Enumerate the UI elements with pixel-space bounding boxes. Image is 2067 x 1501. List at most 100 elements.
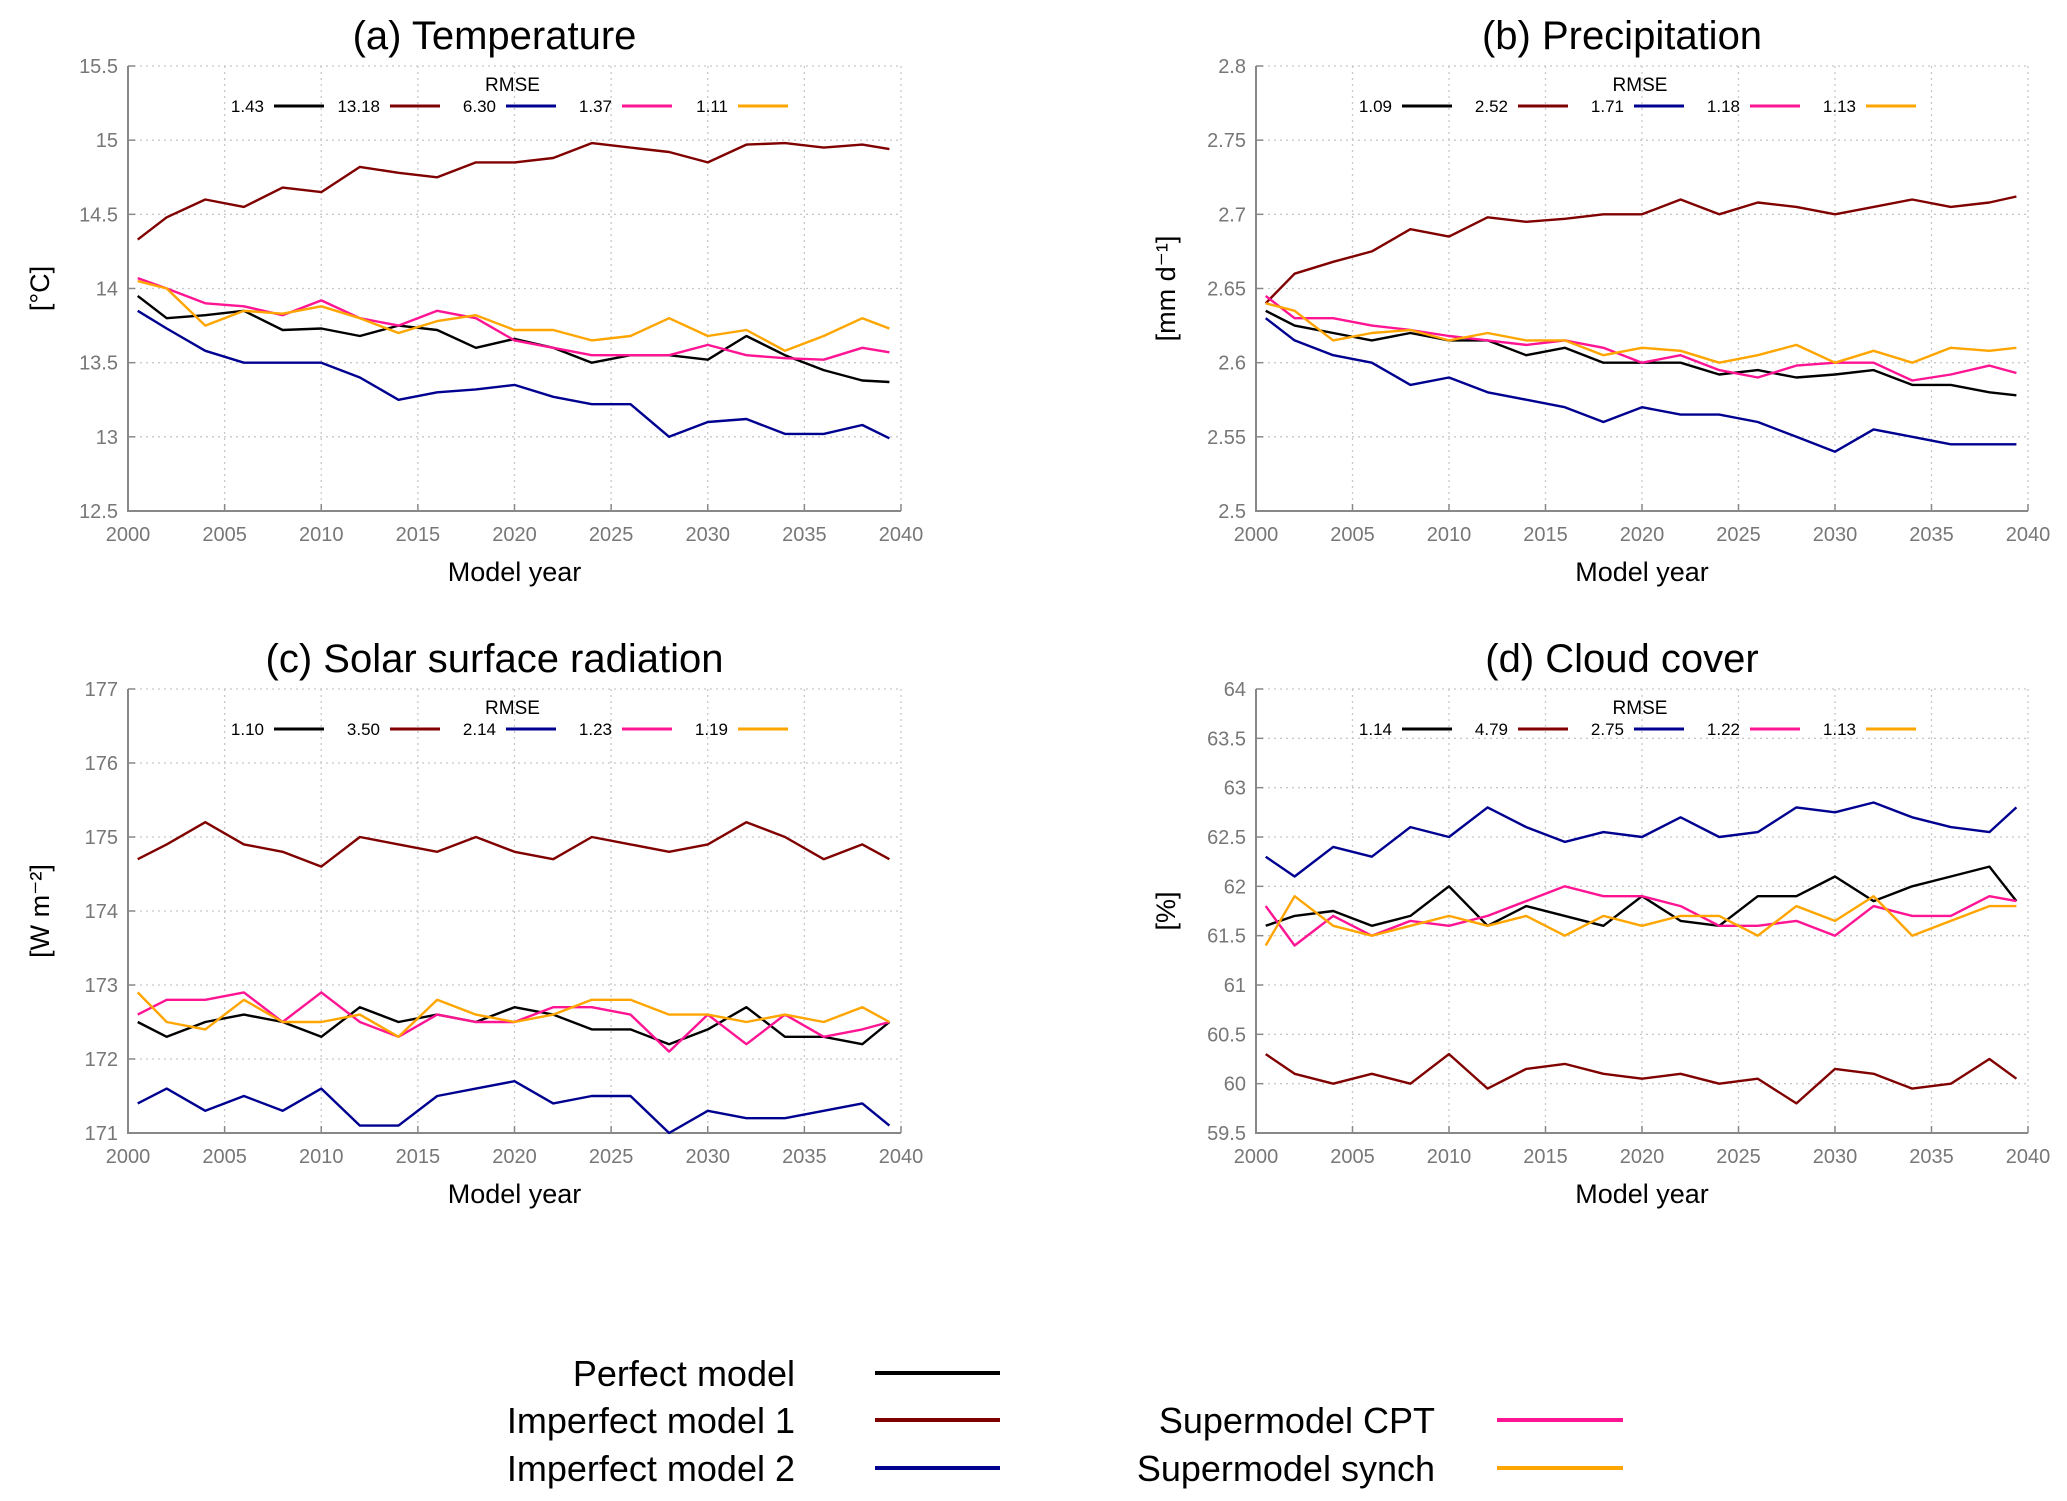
y-tick-label: 63 [1224, 778, 1246, 800]
x-tick-label: 2040 [2006, 524, 2051, 546]
x-tick-label: 2015 [396, 1146, 441, 1168]
figure-legend: Perfect model Imperfect model 1 Imperfec… [507, 1353, 1623, 1489]
rmse-value-supermodel-cpt: 1.18 [1707, 97, 1740, 116]
series-line-supermodel-cpt [137, 276, 890, 361]
rmse-value-perfect-model: 1.09 [1359, 97, 1392, 116]
series-line-imperfect-model-2 [1264, 317, 2017, 453]
x-tick-label: 2025 [1716, 524, 1761, 546]
rmse-value-imperfect-model-1: 4.79 [1475, 720, 1508, 739]
axes [1255, 689, 2028, 1134]
x-axis-label: Model year [448, 1179, 582, 1209]
y-tick-label: 2.65 [1207, 279, 1246, 301]
x-tick-label: 2025 [589, 1146, 634, 1168]
rmse-value-imperfect-model-2: 2.14 [463, 720, 496, 739]
axes [127, 66, 901, 512]
x-tick-label: 2000 [1234, 524, 1279, 546]
x-tick-label: 2040 [2006, 1146, 2051, 1168]
rmse-legend-title: RMSE [1613, 698, 1668, 719]
chart-title: (d) Cloud cover [1485, 637, 1758, 681]
y-tick-label: 176 [85, 753, 118, 775]
series-line-perfect-model [1265, 309, 2017, 397]
x-tick-label: 2000 [106, 1146, 151, 1168]
y-axis-label: [°C] [25, 266, 55, 311]
x-tick-label: 2030 [686, 1146, 731, 1168]
y-axis-label: [mm d⁻¹] [1151, 236, 1181, 342]
rmse-value-supermodel-synch: 1.13 [1823, 720, 1856, 739]
y-tick-label: 14 [96, 279, 118, 301]
rmse-value-imperfect-model-1: 13.18 [337, 97, 380, 116]
x-tick-label: 2005 [1330, 1146, 1375, 1168]
y-tick-label: 177 [85, 679, 118, 701]
y-tick-label: 60.5 [1207, 1024, 1246, 1046]
y-tick-label: 14.5 [79, 204, 118, 226]
x-axis-label: Model year [1575, 1179, 1709, 1209]
y-tick-label: 12.5 [79, 501, 118, 523]
rmse-value-perfect-model: 1.43 [231, 97, 264, 116]
x-tick-label: 2015 [1523, 524, 1568, 546]
rmse-legend-title: RMSE [485, 698, 540, 719]
series-line-supermodel-synch [136, 991, 890, 1039]
panels: 2000 2005 2010 2015 2020 2025 2030 2035 2040 12.5… [25, 14, 2050, 1209]
rmse-value-imperfect-model-2: 2.75 [1591, 720, 1624, 739]
x-tick-label: 2005 [1330, 524, 1375, 546]
x-tick-label: 2035 [1909, 1146, 1954, 1168]
x-tick-label: 2000 [106, 524, 151, 546]
x-tick-label: 2025 [589, 524, 634, 546]
x-tick-label: 2025 [1716, 1146, 1761, 1168]
x-tick-label: 2035 [782, 524, 827, 546]
y-tick-label: 2.55 [1207, 427, 1246, 449]
rmse-value-imperfect-model-1: 3.50 [347, 720, 380, 739]
x-tick-label: 2010 [299, 524, 344, 546]
x-tick-label: 2040 [879, 1146, 924, 1168]
x-tick-label: 2030 [686, 524, 731, 546]
series-line-perfect-model [137, 1006, 891, 1046]
x-tick-label: 2020 [1620, 524, 1665, 546]
y-tick-label: 173 [85, 975, 118, 997]
y-tick-label: 62.5 [1207, 827, 1246, 849]
y-tick-label: 172 [85, 1049, 118, 1071]
x-tick-label: 2020 [1620, 1146, 1665, 1168]
series-line-imperfect-model-1 [1264, 195, 2017, 305]
y-tick-label: 2.75 [1207, 130, 1246, 152]
x-tick-label: 2035 [782, 1146, 827, 1168]
series-line-imperfect-model-1 [137, 821, 890, 868]
rmse-value-supermodel-cpt: 1.23 [579, 720, 612, 739]
y-tick-label: 15.5 [79, 56, 118, 78]
rmse-legend-title: RMSE [485, 75, 540, 96]
y-tick-label: 174 [85, 901, 118, 923]
x-tick-label: 2030 [1813, 524, 1858, 546]
rmse-value-supermodel-cpt: 1.37 [579, 97, 612, 116]
x-tick-label: 2040 [879, 524, 924, 546]
series-line-perfect-model [136, 294, 890, 384]
x-tick-label: 2005 [202, 1146, 247, 1168]
x-tick-label: 2020 [492, 524, 537, 546]
series-line-imperfect-model-2 [137, 309, 890, 440]
y-tick-label: 63.5 [1207, 728, 1246, 750]
y-axis-label: [%] [1151, 891, 1181, 930]
rmse-value-perfect-model: 1.10 [231, 720, 264, 739]
y-tick-label: 13 [96, 427, 118, 449]
rmse-value-supermodel-synch: 1.11 [696, 97, 728, 116]
legend-label-supermodel-cpt: Supermodel CPT [1159, 1400, 1435, 1441]
rmse-value-imperfect-model-1: 2.52 [1475, 97, 1508, 116]
y-tick-label: 171 [85, 1123, 118, 1145]
chart-title: (c) Solar surface radiation [266, 637, 724, 681]
rmse-value-perfect-model: 1.14 [1359, 720, 1392, 739]
series-line-supermodel-synch [1265, 302, 2017, 364]
y-tick-label: 175 [85, 827, 118, 849]
panel-d: 2000 2005 2010 2015 2020 2025 2030 2035 2040 59.5… [1151, 637, 2050, 1209]
x-tick-label: 2010 [299, 1146, 344, 1168]
y-tick-label: 61.5 [1207, 926, 1246, 948]
panel-a: 2000 2005 2010 2015 2020 2025 2030 2035 2040 12.5… [25, 14, 923, 587]
x-tick-label: 2030 [1813, 1146, 1858, 1168]
y-tick-label: 61 [1224, 975, 1246, 997]
y-tick-label: 2.8 [1218, 56, 1246, 78]
series-line-supermodel-synch [1264, 895, 2017, 947]
x-tick-label: 2005 [202, 524, 247, 546]
y-tick-label: 64 [1224, 679, 1246, 701]
x-tick-label: 2015 [1523, 1146, 1568, 1168]
series-line-supermodel-synch [137, 279, 890, 352]
series-line-supermodel-cpt [1264, 885, 2017, 947]
panel-c: 2000 2005 2010 2015 2020 2025 2030 2035 2040 171 1… [25, 637, 923, 1209]
rmse-value-imperfect-model-2: 6.30 [463, 97, 496, 116]
